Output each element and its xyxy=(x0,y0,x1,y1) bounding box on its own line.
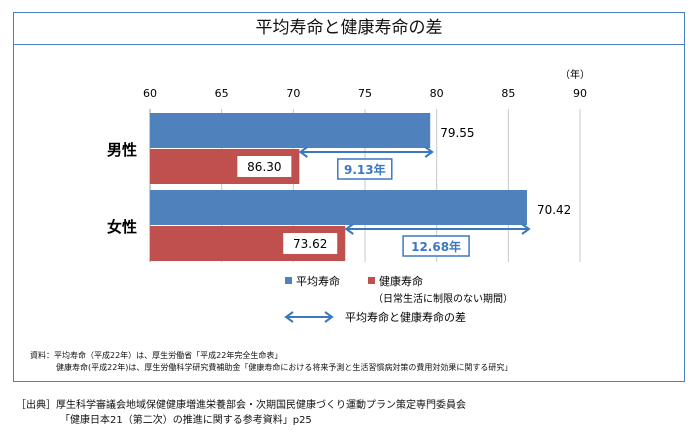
legend-sublabel-healthy: （日常生活に制限のない期間） xyxy=(373,292,513,305)
legend-arrow-head-left xyxy=(284,311,294,323)
value-label-average: 70.42 xyxy=(537,203,571,217)
x-tick-label: 60 xyxy=(143,87,157,100)
difference-box xyxy=(402,235,470,257)
value-label-bg xyxy=(283,233,338,254)
x-tick-label: 90 xyxy=(573,87,587,100)
citation-line-2: 「健康日本21（第二次）の推進に関する参考資料」p25 xyxy=(60,415,312,426)
legend-label-difference: 平均寿命と健康寿命の差 xyxy=(345,310,466,324)
category-label: 男性 xyxy=(107,141,137,159)
difference-arrow-head-right xyxy=(424,146,434,158)
difference-label: 12.68年 xyxy=(411,239,461,254)
difference-arrow-head-left xyxy=(344,223,354,235)
bar-average-life xyxy=(150,190,527,225)
x-tick-label: 70 xyxy=(286,87,300,100)
legend-label-average: 平均寿命 xyxy=(296,274,340,288)
citation-line-1: ［出典］厚生科学審議会地域保健健康増進栄養部会・次期国民健康づくり運動プラン策定… xyxy=(16,400,466,411)
legend-swatch-average xyxy=(285,277,292,284)
legend-swatch-healthy xyxy=(368,277,375,284)
value-label-healthy: 86.30 xyxy=(247,160,281,174)
value-label-bg xyxy=(237,156,292,177)
category-label: 女性 xyxy=(107,218,137,236)
value-label-healthy: 73.62 xyxy=(293,237,327,251)
source-note-2: 健康寿命(平成22年)は、厚生労働科学研究費補助金「健康寿命における将来予測と生… xyxy=(56,363,513,372)
difference-label: 9.13年 xyxy=(344,162,386,177)
x-tick-label: 80 xyxy=(430,87,444,100)
legend-arrow-head-right xyxy=(324,311,334,323)
difference-arrow-head-left xyxy=(298,146,308,158)
value-label-average: 79.55 xyxy=(440,126,474,140)
x-tick-label: 75 xyxy=(358,87,372,100)
x-tick-label: 65 xyxy=(215,87,229,100)
source-note-1: 資料：平均寿命（平成22年）は、厚生労働省「平成22年完全生命表」 xyxy=(30,351,283,360)
legend-label-healthy: 健康寿命 xyxy=(379,274,423,288)
unit-label: （年） xyxy=(560,68,590,81)
bar-average-life xyxy=(150,113,431,148)
difference-box xyxy=(337,158,393,180)
x-tick-label: 85 xyxy=(501,87,515,100)
chart-title: 平均寿命と健康寿命の差 xyxy=(14,13,684,45)
difference-arrow-head-right xyxy=(521,223,531,235)
chart-frame: 平均寿命と健康寿命の差 xyxy=(13,12,685,382)
